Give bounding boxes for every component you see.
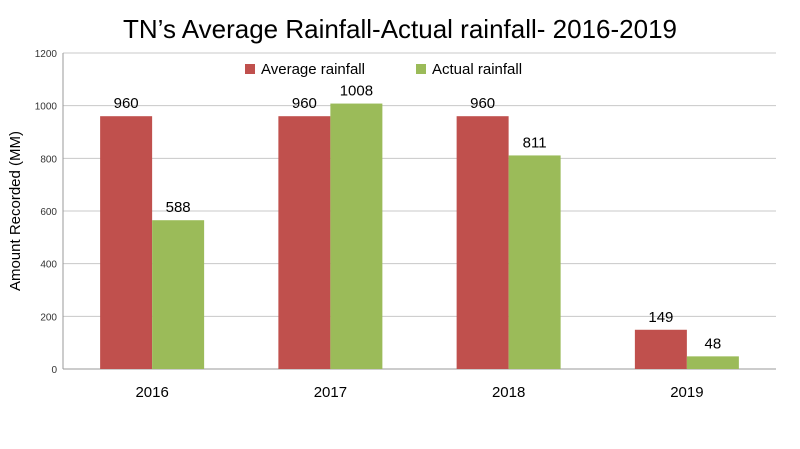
data-label: 48 bbox=[705, 335, 722, 352]
legend-swatch bbox=[416, 64, 426, 74]
x-tick-label: 2017 bbox=[314, 384, 347, 401]
data-label: 960 bbox=[114, 95, 139, 112]
bar-average-rainfall bbox=[100, 116, 153, 369]
bar-average-rainfall bbox=[634, 329, 687, 369]
data-label: 811 bbox=[523, 134, 547, 151]
y-tick-label: 400 bbox=[40, 260, 57, 271]
legend: Average rainfall Actual rainfall bbox=[245, 61, 522, 78]
bar-average-rainfall bbox=[456, 116, 509, 369]
bars: 960 588 960 1008 960 811 149 48 bbox=[100, 83, 739, 369]
y-tick-label: 800 bbox=[40, 154, 57, 165]
bar-actual-rainfall bbox=[330, 103, 383, 369]
data-label: 149 bbox=[648, 309, 673, 326]
y-tick-label: 1200 bbox=[35, 49, 58, 60]
chart-title: TN’s Average Rainfall-Actual rainfall- 2… bbox=[123, 14, 677, 44]
x-tick-label: 2018 bbox=[492, 384, 525, 401]
legend-label: Average rainfall bbox=[261, 61, 365, 78]
y-axis-label: Amount Recorded (MM) bbox=[7, 131, 24, 291]
bar-average-rainfall bbox=[278, 116, 331, 369]
data-label: 588 bbox=[166, 199, 191, 216]
bar-actual-rainfall bbox=[152, 220, 205, 369]
y-tick-label: 1000 bbox=[35, 102, 58, 113]
bar-actual-rainfall bbox=[508, 155, 561, 369]
axis-ticks: 0 200 400 600 800 1000 1200 2016 2017 2018 2019 bbox=[35, 49, 704, 401]
bar-actual-rainfall bbox=[686, 356, 739, 369]
data-label: 960 bbox=[470, 95, 495, 112]
y-tick-label: 600 bbox=[40, 207, 57, 218]
x-tick-label: 2016 bbox=[135, 384, 168, 401]
data-label: 960 bbox=[292, 95, 317, 112]
legend-label: Actual rainfall bbox=[432, 61, 522, 78]
y-tick-label: 200 bbox=[40, 312, 57, 323]
data-label: 1008 bbox=[340, 83, 373, 100]
y-tick-label: 0 bbox=[51, 365, 57, 376]
legend-swatch bbox=[245, 64, 255, 74]
x-tick-label: 2019 bbox=[670, 384, 703, 401]
